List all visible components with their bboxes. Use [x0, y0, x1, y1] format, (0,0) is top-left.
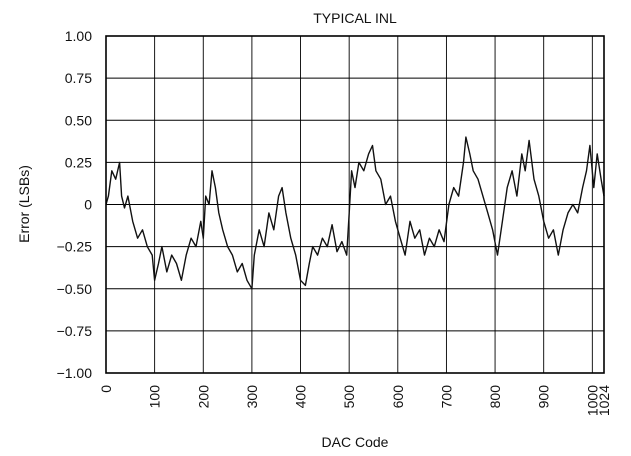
x-tick-label: 100	[147, 385, 163, 409]
grid-layer	[105, 35, 605, 374]
x-tick-label: 300	[244, 385, 260, 409]
y-tick-label: 0.50	[65, 112, 92, 128]
x-tick-label: 1024	[596, 385, 612, 416]
y-tick-label: −0.25	[57, 239, 93, 255]
y-tick-label: −1.00	[57, 365, 93, 381]
x-tick-label: 700	[438, 385, 454, 409]
x-axis-label: DAC Code	[322, 434, 389, 450]
x-tick-label: 900	[536, 385, 552, 409]
y-tick-label: 0.75	[65, 70, 92, 86]
x-tick-label: 200	[195, 385, 211, 409]
y-axis-label: Error (LSBs)	[16, 165, 32, 243]
y-tick-label: −0.75	[57, 323, 93, 339]
plot-frame	[105, 35, 605, 374]
y-tick-label: 1.00	[65, 28, 92, 44]
y-tick-label: 0.25	[65, 154, 92, 170]
x-tick-label: 1000	[584, 385, 600, 416]
x-tick-label: 800	[487, 385, 503, 409]
x-tick-label: 500	[341, 385, 357, 409]
y-tick-labels: 1.00 0.75 0.50 0.25 0 −0.25 −0.50 −0.75 −1.00	[57, 28, 93, 381]
y-tick-label: −0.50	[57, 281, 93, 297]
x-tick-label: 600	[390, 385, 406, 409]
x-tick-label: 0	[98, 385, 114, 393]
chart-title: TYPICAL INL	[313, 10, 397, 26]
series-layer	[105, 136, 605, 290]
inl-series-line	[105, 136, 605, 290]
y-tick-label: 0	[84, 197, 92, 213]
x-tick-label: 400	[293, 385, 309, 409]
